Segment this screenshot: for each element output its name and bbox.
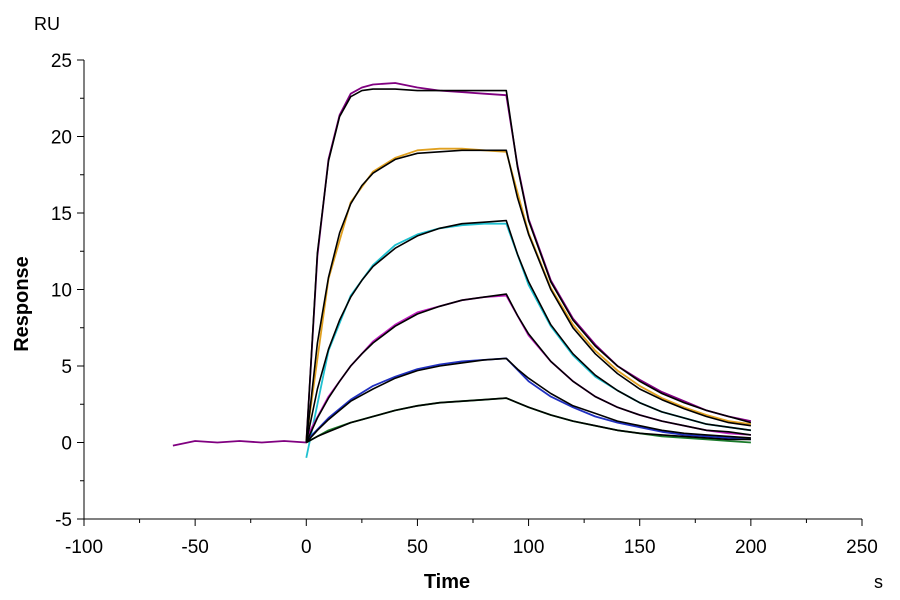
y-axis-title: Response (11, 256, 33, 352)
x-axis-title: Time (424, 571, 470, 593)
data-curve (305, 357, 751, 442)
x-ticks: -100 -50 0 50 100 150 200 250 (65, 519, 878, 558)
data-curve (305, 147, 752, 440)
x-unit-label: s (874, 572, 883, 592)
y-tick-label: 25 (51, 51, 72, 72)
x-tick-label: 200 (735, 537, 767, 558)
fit-curve (305, 357, 751, 444)
y-ticks: -5 0 5 10 15 20 25 (51, 51, 84, 531)
y-tick-label: -5 (55, 510, 72, 531)
y-tick-label: 20 (51, 128, 72, 149)
y-unit-label: RU (34, 14, 60, 34)
y-tick-label: 0 (61, 434, 72, 455)
fit-curve (305, 149, 752, 443)
fit-curve (305, 397, 751, 444)
data-curve (172, 82, 752, 447)
x-tick-label: 150 (624, 537, 656, 558)
x-tick-label: -50 (181, 537, 208, 558)
fit-curve (305, 88, 752, 443)
y-tick-label: 15 (51, 204, 72, 225)
x-tick-label: -100 (65, 537, 103, 558)
plot-area (172, 82, 752, 458)
x-tick-label: 50 (407, 537, 428, 558)
x-tick-label: 100 (513, 537, 545, 558)
x-tick-label: 250 (846, 537, 878, 558)
fit-curve (305, 219, 752, 443)
y-tick-label: 10 (51, 281, 72, 302)
x-tick-label: 0 (301, 537, 312, 558)
y-tick-label: 5 (61, 357, 72, 378)
fit-curve (305, 293, 752, 443)
